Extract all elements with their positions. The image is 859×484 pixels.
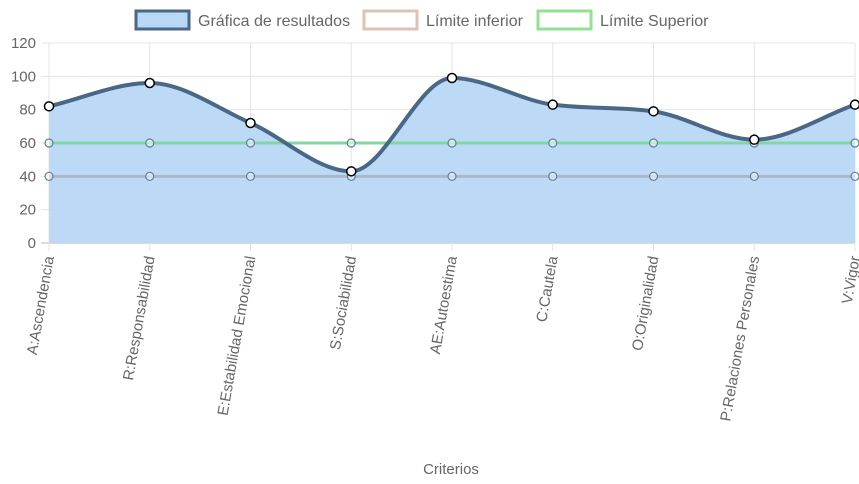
legend-item-lower-limit-swatch [362, 9, 419, 31]
upper-limit-point[interactable] [44, 138, 54, 148]
result-point[interactable] [144, 77, 155, 89]
result-point[interactable] [749, 134, 760, 145]
area-layer [49, 78, 855, 243]
result-point[interactable] [547, 99, 558, 110]
legend-item-upper-limit-label: Límite Superior [600, 13, 709, 30]
lower-limit-point[interactable] [447, 171, 457, 181]
x-tick-label: C:Cautela [533, 254, 561, 323]
y-tick-label: 0 [28, 235, 36, 252]
result-point[interactable] [245, 117, 256, 129]
lower-limit-point[interactable] [44, 171, 54, 181]
x-tick-label: AE:Autoestima [427, 254, 461, 355]
y-tick-label: 60 [19, 135, 36, 152]
y-tick-label: 100 [11, 68, 36, 85]
result-point[interactable] [648, 106, 659, 117]
y-tick-label: 40 [19, 168, 36, 185]
x-tick-label: V:Vigor [839, 255, 859, 306]
series-area-results [49, 78, 855, 243]
legend-item-results-swatch [134, 9, 191, 31]
result-point[interactable] [43, 101, 55, 112]
y-tick-label: 80 [19, 102, 36, 119]
upper-limit-point[interactable] [447, 138, 457, 148]
point-layer [43, 72, 859, 181]
x-axis-title: Criterios [423, 461, 479, 478]
x-tick-label: S:Sociabilidad [327, 255, 360, 352]
x-tick-label: R:Responsabilidad [120, 255, 159, 382]
legend-item-upper-limit-swatch [536, 9, 593, 31]
x-tick-label: E:Estabilidad Emocional [215, 255, 260, 417]
upper-limit-point[interactable] [245, 138, 256, 148]
y-axis: 0 20 40 60 80 100 120 [11, 35, 36, 252]
upper-limit-point[interactable] [850, 138, 859, 148]
x-axis: A:Ascendencia R:Responsabilidad E:Estabili… [24, 254, 859, 423]
lower-limit-point[interactable] [648, 171, 659, 181]
upper-limit-point[interactable] [648, 138, 659, 148]
lower-limit-point[interactable] [245, 171, 256, 181]
upper-limit-point[interactable] [145, 138, 155, 148]
legend-item-lower-limit-label: Límite inferior [426, 13, 524, 30]
y-tick-label: 20 [19, 202, 36, 219]
lower-limit-point[interactable] [850, 171, 859, 181]
result-point[interactable] [849, 99, 859, 110]
result-point[interactable] [446, 72, 458, 84]
legend-item-upper-limit[interactable]: Límite Superior [536, 9, 709, 31]
y-tick-label: 120 [11, 35, 36, 52]
upper-limit-point[interactable] [548, 138, 558, 148]
upper-limit-point[interactable] [346, 138, 356, 148]
lower-limit-point[interactable] [145, 171, 155, 181]
legend-item-results[interactable]: Gráfica de resultados [134, 9, 350, 31]
x-tick-label: P:Relaciones Personales [717, 255, 763, 423]
legend-item-results-label: Gráfica de resultados [198, 13, 350, 30]
x-tick-label: O:Originalidad [629, 255, 662, 352]
legend[interactable]: Gráfica de resultados Límite inferior Lími… [134, 9, 709, 31]
lower-limit-point[interactable] [548, 171, 558, 181]
lower-limit-point[interactable] [749, 171, 759, 181]
x-tick-label: A:Ascendencia [24, 254, 58, 356]
legend-item-lower-limit[interactable]: Límite inferior [362, 9, 524, 31]
result-point[interactable] [346, 166, 357, 177]
